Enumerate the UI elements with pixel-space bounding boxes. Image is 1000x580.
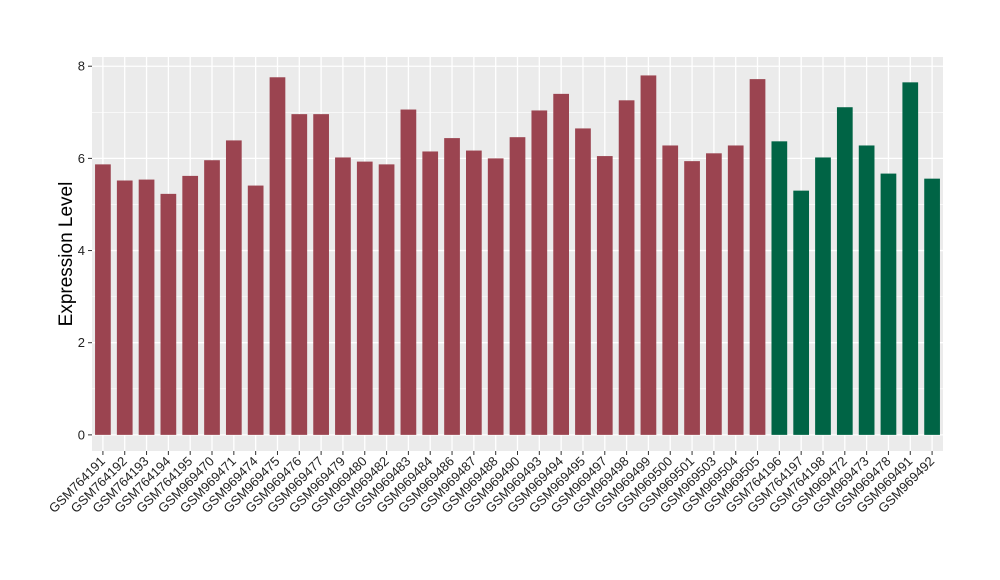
bar-GSM764191 [95, 164, 111, 435]
bar-GSM764197 [793, 190, 810, 435]
y-tick-label: 6 [78, 151, 85, 166]
x-axis: GSM764191GSM764192GSM764193GSM764194GSM7… [46, 451, 937, 516]
y-tick-label: 0 [78, 427, 85, 442]
bars [95, 75, 940, 435]
bar-GSM969483 [400, 109, 417, 435]
bar-GSM969497 [596, 156, 613, 435]
y-tick-label: 2 [78, 335, 85, 350]
bar-GSM969492 [924, 178, 940, 435]
bar-GSM969474 [247, 185, 264, 435]
bar-GSM969505 [749, 79, 766, 435]
y-tick-label: 8 [78, 59, 85, 74]
y-axis: 0 2 4 6 8 [78, 59, 92, 442]
bar-GSM969471 [225, 140, 242, 435]
bar-GSM969503 [706, 153, 722, 435]
bar-GSM969499 [640, 75, 657, 435]
bar-GSM764192 [116, 180, 133, 435]
y-axis-title: Expression Level [56, 182, 77, 327]
bar-GSM969482 [378, 164, 395, 435]
bar-GSM764194 [160, 193, 177, 435]
bar-GSM764195 [182, 175, 199, 435]
bar-GSM969475 [269, 77, 286, 435]
bar-GSM969472 [836, 107, 853, 435]
bar-GSM764198 [815, 157, 831, 435]
bar-GSM969484 [422, 151, 439, 435]
bar-GSM969494 [553, 93, 569, 435]
bar-GSM969498 [618, 100, 635, 435]
bar-GSM969479 [335, 157, 351, 435]
bar-GSM969501 [684, 161, 700, 435]
bar-GSM969487 [466, 150, 482, 435]
bar-GSM969490 [509, 137, 526, 435]
bar-GSM969491 [902, 82, 919, 435]
y-tick-label: 4 [78, 243, 85, 258]
bar-GSM969470 [204, 160, 220, 435]
bar-GSM764196 [771, 141, 788, 435]
bar-GSM969478 [880, 173, 897, 435]
bar-GSM969473 [858, 145, 875, 435]
bar-GSM969480 [356, 161, 373, 435]
bar-GSM969493 [531, 110, 548, 435]
bar-GSM969500 [662, 145, 679, 435]
bar-GSM969504 [727, 145, 744, 435]
bar-GSM969495 [575, 128, 591, 435]
bar-GSM764193 [138, 179, 155, 435]
bar-GSM969486 [444, 138, 460, 435]
bar-GSM969476 [291, 114, 308, 435]
bar-GSM969477 [313, 114, 329, 435]
bar-GSM969488 [487, 158, 504, 435]
